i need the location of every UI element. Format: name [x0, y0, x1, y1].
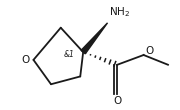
- Text: O: O: [113, 96, 122, 106]
- Text: O: O: [22, 55, 30, 65]
- Text: NH$_2$: NH$_2$: [109, 5, 131, 19]
- Polygon shape: [81, 23, 107, 54]
- Text: O: O: [146, 46, 154, 56]
- Text: &1: &1: [64, 50, 75, 59]
